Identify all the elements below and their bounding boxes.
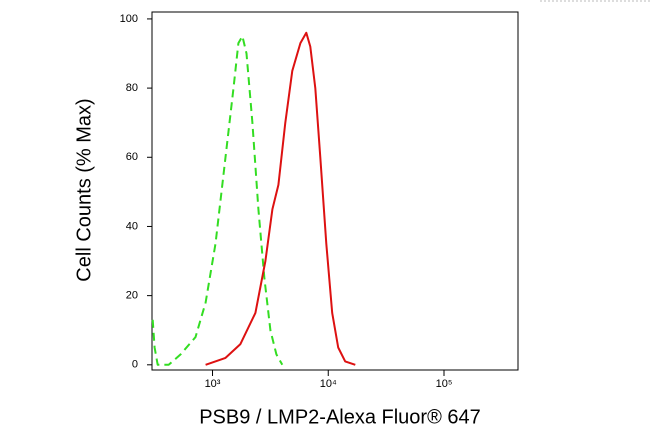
series-line xyxy=(151,35,284,366)
x-tick-label: 10³ xyxy=(205,378,221,390)
x-tick-label: 10⁵ xyxy=(436,378,453,390)
y-tick-label: 60 xyxy=(126,151,138,163)
series-line xyxy=(205,31,356,366)
y-axis-title: Cell Counts (% Max) xyxy=(73,98,95,281)
plot-frame xyxy=(151,11,519,371)
y-tick-label: 80 xyxy=(126,82,138,94)
x-tick-label: 10⁴ xyxy=(320,378,337,390)
y-tick-label: 100 xyxy=(120,13,138,25)
x-axis-title: PSB9 / LMP2-Alexa Fluor® 647 xyxy=(199,406,481,428)
y-tick-label: 0 xyxy=(132,359,138,371)
y-tick-label: 20 xyxy=(126,290,138,302)
y-tick-label: 40 xyxy=(126,220,138,232)
